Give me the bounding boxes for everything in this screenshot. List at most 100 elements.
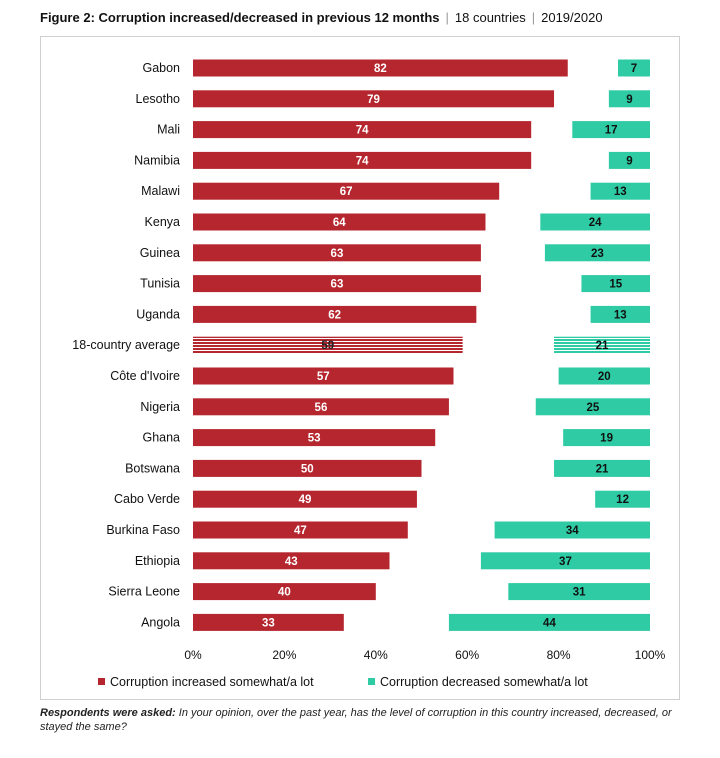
x-tick-label: 60% [455,648,479,662]
bar-increased [193,583,376,601]
bar-decreased [590,182,650,200]
survey-note-lead: Respondents were asked: [40,707,176,719]
bar-decreased [540,213,650,231]
data-label-decreased: 25 [586,402,599,414]
bar-increased [193,490,417,508]
legend-label: Corruption decreased somewhat/a lot [380,675,588,689]
category-label: Sierra Leone [108,585,180,599]
figure-title-countries: 18 countries [454,10,526,25]
category-label: Côte d'Ivoire [110,369,180,383]
figure-title: Figure 2: Corruption increased/decreased… [40,10,603,25]
bar-increased [193,367,454,385]
bar-decreased [608,90,650,108]
category-label: Kenya [145,215,180,229]
data-label-decreased: 19 [600,433,613,445]
x-tick-label: 100% [635,648,666,662]
data-label-decreased: 20 [598,371,611,383]
data-label-increased: 49 [299,494,312,506]
x-tick-label: 40% [364,648,388,662]
bar-increased [193,336,463,354]
bar-decreased [535,398,650,416]
bar-increased [193,459,422,477]
data-label-increased: 79 [367,94,380,106]
legend-label: Corruption increased somewhat/a lot [110,675,314,689]
x-tick-label: 0% [184,648,202,662]
data-label-increased: 63 [331,279,344,291]
x-tick-label: 20% [272,648,296,662]
category-label: Ethiopia [135,554,180,568]
bar-decreased [581,275,650,293]
chart-frame [40,36,680,700]
data-label-increased: 40 [278,587,291,599]
title-separator: | [445,10,449,25]
data-label-decreased: 13 [614,186,627,198]
bar-increased [193,613,344,631]
data-label-decreased: 21 [596,463,609,475]
category-label: Lesotho [136,92,181,106]
data-label-increased: 62 [328,309,341,321]
category-label: Guinea [140,246,180,260]
bar-decreased [608,151,650,169]
data-label-increased: 47 [294,525,307,537]
bar-increased [193,59,568,77]
data-label-increased: 63 [331,248,344,260]
category-label: Angola [141,615,180,629]
category-label: Namibia [134,153,180,167]
title-separator: | [531,10,536,25]
data-label-increased: 50 [301,463,314,475]
bar-decreased [595,490,650,508]
data-label-increased: 74 [356,125,369,137]
data-label-increased: 53 [308,433,321,445]
figure-title-main: Figure 2: Corruption increased/decreased… [40,10,440,25]
category-label: Cabo Verde [114,492,180,506]
data-label-decreased: 34 [566,525,579,537]
figure-title-period: 2019/2020 [541,10,603,25]
bar-decreased [554,459,650,477]
data-label-decreased: 37 [559,556,572,568]
survey-note-question: In your opinion, over the past year, has… [40,707,672,733]
bar-decreased [448,613,650,631]
category-label: Malawi [141,184,180,198]
data-label-decreased: 31 [573,587,586,599]
data-label-decreased: 9 [626,94,632,106]
data-label-increased: 67 [340,186,353,198]
category-label: Mali [157,123,180,137]
x-tick-label: 80% [547,648,571,662]
bar-chart: Gabon 82 7 Lesotho 79 9 Mali 74 17 Namibia 74 9 Mala… [72,59,666,689]
bar-decreased [590,305,650,323]
data-label-decreased: 44 [543,617,556,629]
data-label-decreased: 7 [631,63,637,75]
bar-increased [193,429,436,447]
bar-increased [193,305,477,323]
category-label: Burkina Faso [106,523,180,537]
data-label-decreased: 21 [596,340,609,352]
data-label-increased: 57 [317,371,330,383]
bar-increased [193,244,481,262]
data-label-decreased: 12 [616,494,629,506]
bar-decreased [508,583,650,601]
bar-increased [193,213,486,231]
bar-increased [193,90,555,108]
data-label-increased: 82 [374,63,387,75]
category-label: Gabon [142,61,180,75]
data-label-increased: 56 [315,402,328,414]
data-label-decreased: 13 [614,309,627,321]
bar-increased [193,182,500,200]
bar-increased [193,121,532,139]
data-label-decreased: 17 [605,125,618,137]
bar-decreased [544,244,650,262]
bar-decreased [480,552,650,570]
category-label: Ghana [142,431,180,445]
data-label-increased: 33 [262,617,275,629]
category-label: Uganda [136,307,180,321]
legend-swatch [368,678,375,685]
bar-decreased [563,429,650,447]
bar-decreased [558,367,650,385]
data-label-decreased: 23 [591,248,604,260]
category-label: Tunisia [140,277,180,291]
bar-increased [193,151,532,169]
bar-decreased [618,59,650,77]
bar-increased [193,398,449,416]
category-label: Botswana [125,461,180,475]
bar-increased [193,521,408,539]
